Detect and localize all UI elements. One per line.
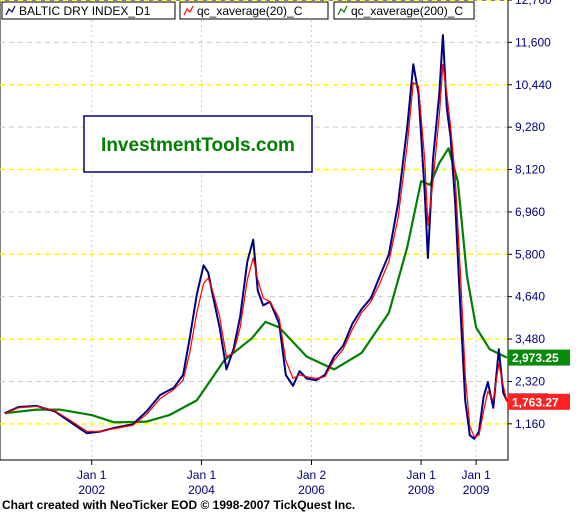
y-tick-label: 9,280 [515, 120, 545, 134]
legend-label: BALTIC DRY INDEX_D1 [19, 4, 151, 18]
price-label-box [508, 349, 570, 366]
x-tick-label: 2004 [188, 483, 215, 496]
legend-label: qc_xaverage(20)_C [197, 4, 303, 18]
y-tick-label: 6,960 [515, 205, 545, 219]
y-axis: 12,760 11,600 10,440 9,280 8,120 6,960 5,800 4,… [507, 0, 552, 460]
x-tick-label: Jan 2 [297, 468, 327, 482]
price-label: 2,973.25 [508, 349, 570, 366]
legend-box [1, 1, 176, 20]
y-tick-label: 11,600 [515, 35, 551, 49]
legend-box [179, 1, 329, 20]
y-tick-label: 3,480 [515, 332, 545, 346]
y-tick-label: 4,640 [515, 290, 545, 304]
series-line-1 [4, 63, 508, 438]
y-tick-label: 2,320 [515, 374, 545, 388]
legend-item: qc_xaverage(200)_C [333, 1, 475, 20]
legend-item: BALTIC DRY INDEX_D1 [1, 1, 176, 20]
y-tick-label: 8,120 [515, 163, 545, 177]
series-line-0 [4, 34, 508, 440]
price-label-box [508, 393, 570, 410]
price-label-text: 2,973.25 [512, 351, 559, 365]
chart: BALTIC DRY INDEX_D1 qc_xaverage(20)_C qc_x… [0, 0, 570, 496]
legend-item: qc_xaverage(20)_C [179, 1, 329, 20]
price-label: 1,763.27 [508, 393, 570, 410]
watermark-box: InvestmentTools.com [83, 115, 313, 173]
footer-credit: Chart created with NeoTicker EOD © 1998-… [2, 498, 356, 512]
x-tick-label: Jan 1 [406, 468, 436, 482]
series-line-2 [4, 147, 508, 424]
x-tick-label: Jan 1 [77, 468, 107, 482]
x-tick-label: 2002 [78, 483, 105, 496]
y-tick-label: 1,160 [515, 417, 545, 431]
x-tick-label: Jan 1 [187, 468, 217, 482]
legend-swatch [5, 5, 16, 16]
y-tick-label: 12,760 [515, 0, 552, 7]
price-label-text: 1,763.27 [512, 395, 559, 409]
x-tick-label: 2008 [408, 483, 435, 496]
series-layer [4, 34, 508, 440]
plot-frame [0, 0, 509, 461]
y-tick-label: 10,440 [515, 78, 552, 92]
legend: BALTIC DRY INDEX_D1 qc_xaverage(20)_C qc_x… [1, 1, 475, 20]
legend-label: qc_xaverage(200)_C [351, 4, 463, 18]
legend-swatch [337, 5, 348, 16]
x-tick-label: 2006 [298, 483, 325, 496]
legend-box [333, 1, 475, 20]
legend-swatch [183, 5, 194, 16]
price-labels: 2,973.25 1,763.27 [508, 349, 570, 410]
y-tick-label: 5,800 [515, 247, 545, 261]
x-tick-label: Jan 1 [461, 468, 491, 482]
x-tick-label: 2009 [463, 483, 490, 496]
watermark-text: InvestmentTools.com [101, 135, 295, 156]
